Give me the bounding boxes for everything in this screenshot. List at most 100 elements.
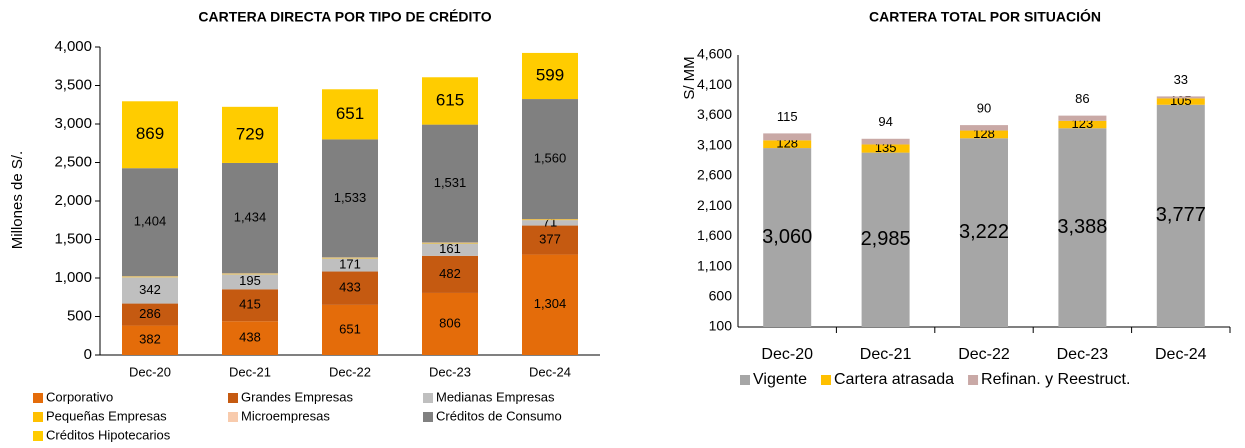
bar-segment	[522, 52, 578, 100]
x-tick-label: Dec-23	[1057, 346, 1109, 363]
data-label: 729	[236, 124, 264, 143]
legend-swatch	[228, 393, 238, 403]
data-label: 1,434	[234, 210, 267, 225]
bar-segment	[322, 271, 378, 305]
bar-segment	[1156, 96, 1205, 99]
legend-swatch	[33, 431, 43, 441]
bar-segment	[422, 124, 478, 243]
bar-segment	[522, 219, 578, 221]
data-label: 342	[139, 282, 161, 297]
bar-segment	[1058, 128, 1107, 327]
data-label: 651	[336, 104, 364, 123]
x-tick-label: Dec-20	[761, 346, 813, 363]
data-label: 1,531	[434, 175, 467, 190]
bar-segment	[322, 257, 378, 259]
data-label: 3,777	[1156, 204, 1206, 226]
x-tick-label: Dec-24	[1155, 346, 1207, 363]
data-label: 2,985	[861, 228, 911, 250]
y-tick-label: 100	[709, 318, 733, 334]
legend-swatch	[968, 375, 979, 385]
chart-title: CARTERA DIRECTA POR TIPO DE CRÉDITO	[198, 9, 491, 25]
legend-label: Grandes Empresas	[241, 389, 353, 404]
data-label: 599	[536, 65, 564, 84]
bar-segment	[322, 139, 378, 258]
x-tick-label: Dec-22	[329, 364, 371, 379]
legend-label: Medianas Empresas	[436, 389, 555, 404]
y-tick-label: 1,100	[697, 257, 732, 273]
y-tick-label: 3,600	[697, 106, 732, 122]
bar-segment	[1156, 98, 1205, 105]
y-axis-label: Millones de S/.	[9, 151, 26, 249]
y-tick-label: 1,000	[54, 269, 92, 286]
x-tick-label: Dec-21	[860, 346, 912, 363]
data-label: 286	[139, 306, 161, 321]
data-label: 1,404	[134, 214, 167, 229]
data-label: 1,533	[334, 190, 367, 205]
bar-segment	[522, 220, 578, 226]
data-label: 3,388	[1057, 216, 1107, 238]
bar-segment	[763, 148, 812, 327]
y-tick-label: 500	[67, 307, 92, 324]
bar-segment	[122, 325, 178, 355]
legend-label: Créditos de Consumo	[436, 408, 562, 423]
bar-segment	[422, 77, 478, 125]
bar-segment	[522, 254, 578, 355]
data-label: 806	[439, 315, 461, 330]
bar-segment	[322, 304, 378, 355]
y-tick-label: 3,500	[54, 76, 92, 93]
legend-label: Créditos Hipotecarios	[46, 427, 171, 442]
data-label: 651	[339, 321, 361, 336]
bar-segment	[222, 289, 278, 322]
bar-segment	[222, 273, 278, 275]
data-label: 3,060	[762, 226, 812, 248]
bar-segment	[122, 101, 178, 169]
data-label: 171	[339, 256, 361, 271]
bar-segment	[1058, 115, 1107, 121]
bar-segment	[1156, 104, 1205, 327]
legend-swatch	[423, 412, 433, 422]
bar-segment	[861, 152, 910, 327]
legend-label: Corporativo	[46, 389, 113, 404]
bar-segment	[122, 277, 178, 304]
legend-label: Cartera atrasada	[834, 371, 954, 388]
bar-segment	[122, 168, 178, 277]
data-label: 115	[777, 109, 798, 124]
bar-segment	[763, 133, 812, 141]
bar-segment	[322, 89, 378, 140]
data-label: 90	[977, 101, 991, 116]
bar-segment	[522, 99, 578, 220]
data-label: 382	[139, 332, 161, 347]
bar-segment	[222, 106, 278, 163]
y-axis-label: S/ MM	[681, 56, 698, 99]
data-label: 377	[539, 232, 561, 247]
x-tick-label: Dec-23	[429, 364, 471, 379]
y-tick-label: 600	[709, 287, 733, 303]
bar-segment	[960, 130, 1008, 139]
bar-segment	[122, 303, 178, 326]
data-label: 86	[1075, 91, 1089, 106]
bar-segment	[861, 138, 910, 145]
bar-segment	[422, 292, 478, 355]
y-tick-label: 2,100	[697, 197, 732, 213]
data-label: 105	[1170, 93, 1192, 108]
bar-segment	[763, 140, 812, 149]
bar-segment	[861, 144, 910, 153]
data-label: 433	[339, 280, 361, 295]
legend-swatch	[33, 412, 43, 422]
legend-swatch	[228, 412, 238, 422]
bar-segment	[322, 258, 378, 272]
legend-label: Vigente	[753, 371, 807, 388]
data-label: 615	[436, 90, 464, 109]
y-tick-label: 2,000	[54, 192, 92, 209]
data-label: 195	[239, 273, 261, 288]
bar-segment	[222, 274, 278, 290]
bar-segment	[960, 138, 1008, 327]
y-tick-label: 4,000	[54, 38, 92, 55]
x-tick-label: Dec-22	[958, 346, 1010, 363]
bar-segment	[222, 321, 278, 355]
data-label: 415	[239, 297, 261, 312]
y-tick-label: 1,600	[697, 227, 732, 243]
bar-segment	[122, 276, 178, 278]
data-label: 1,304	[534, 296, 567, 311]
